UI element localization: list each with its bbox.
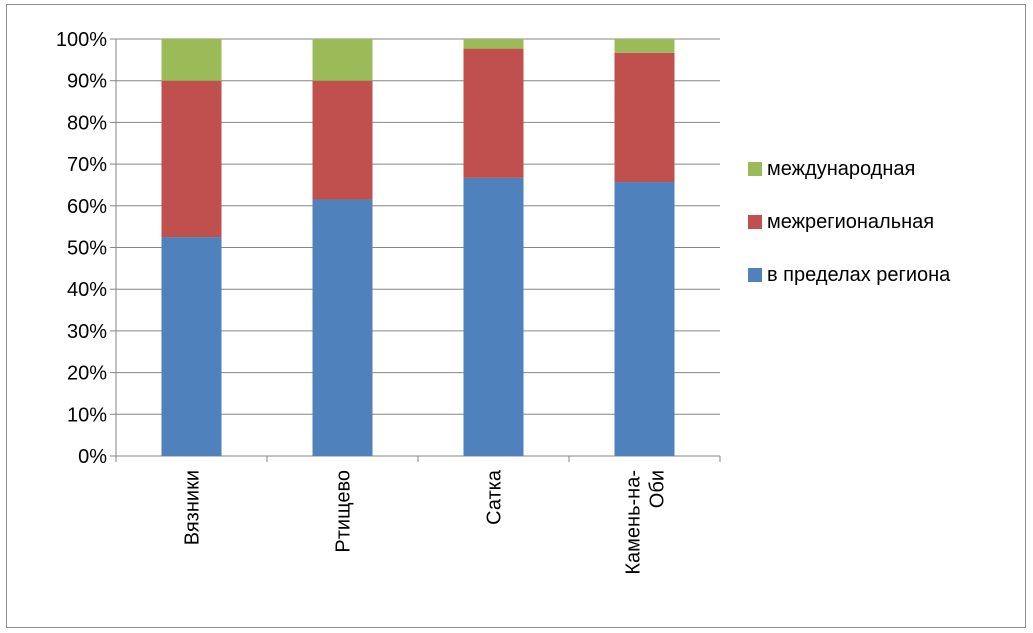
legend-swatch bbox=[748, 215, 762, 229]
bar-segment bbox=[463, 48, 524, 178]
y-tick-label: 80% bbox=[67, 112, 107, 134]
legend: международная межрегиональная в пределах р… bbox=[748, 158, 951, 286]
legend-swatch bbox=[748, 162, 762, 176]
bar-segment bbox=[614, 182, 675, 456]
y-tick-label: 90% bbox=[67, 71, 107, 93]
y-tick-label: 40% bbox=[67, 279, 107, 301]
bar-segment bbox=[161, 237, 222, 456]
bar-segment bbox=[312, 199, 373, 457]
legend-label: международная bbox=[767, 158, 915, 180]
bar-segment bbox=[463, 39, 524, 49]
bar-segment bbox=[463, 177, 524, 456]
x-tick-label: Камень-на- bbox=[623, 470, 645, 575]
bar-segment bbox=[614, 39, 675, 53]
y-tick-label: 70% bbox=[67, 154, 107, 176]
bar-segment bbox=[614, 52, 675, 183]
bar-segment bbox=[161, 80, 222, 238]
legend-label: межрегиональная bbox=[767, 211, 934, 233]
y-tick-label: 0% bbox=[78, 446, 107, 468]
y-tick-label: 30% bbox=[67, 321, 107, 343]
x-tick-label: Сатка bbox=[484, 469, 506, 525]
x-tick-label: Ртищево bbox=[333, 470, 355, 553]
y-axis: 0% 10% 20% 30% 40% 50% 60% 70% 80% 90% 100% bbox=[56, 29, 116, 468]
y-tick-label: 50% bbox=[67, 238, 107, 260]
x-tick-label: Вязники bbox=[182, 470, 204, 545]
bar-segment bbox=[161, 39, 222, 81]
y-tick-label: 100% bbox=[56, 29, 107, 51]
y-tick-label: 60% bbox=[67, 196, 107, 218]
legend-swatch bbox=[748, 268, 762, 282]
legend-label: в пределах региона bbox=[767, 264, 951, 286]
bar-segment bbox=[312, 80, 373, 200]
bars bbox=[161, 39, 675, 457]
bar-segment bbox=[312, 39, 373, 81]
x-tick-label: Оби bbox=[647, 470, 669, 508]
y-tick-label: 20% bbox=[67, 363, 107, 385]
y-tick-label: 10% bbox=[67, 404, 107, 426]
x-axis: Вязники Ртищево Сатка Камень-на- Оби bbox=[115, 456, 721, 575]
